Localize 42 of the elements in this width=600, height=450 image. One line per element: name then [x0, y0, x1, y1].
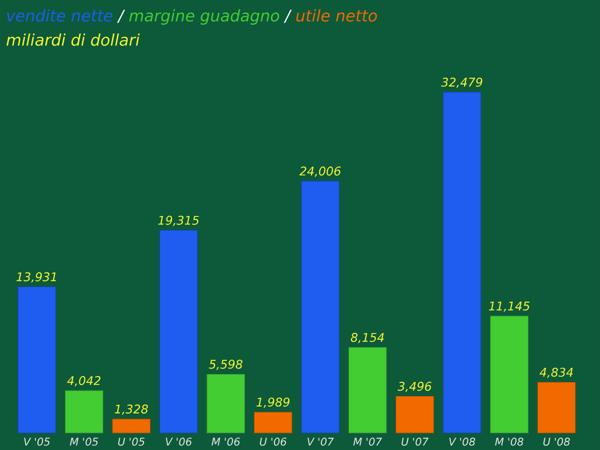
x-tick-label: U '06: [260, 438, 286, 446]
x-tick-label: M '07: [353, 438, 382, 446]
bar: [112, 418, 151, 434]
chart-subtitle: miliardi di dollari: [6, 33, 140, 46]
x-tick-label: U '07: [402, 438, 429, 446]
text: margine guadagno: [129, 9, 280, 25]
x-tick-label: M '08: [495, 438, 524, 446]
data-label: 1,989: [256, 398, 290, 408]
data-label: 24,006: [299, 166, 341, 177]
text: /: [284, 10, 292, 23]
text: vendite nette: [7, 9, 112, 22]
data-label: 32,479: [441, 78, 482, 88]
x-tick-label: V '06: [166, 438, 192, 446]
x-tick-label: M '06: [212, 438, 240, 446]
x-tick-label: V '08: [449, 438, 476, 446]
data-label: 8,154: [350, 332, 384, 344]
bar: [254, 412, 292, 434]
x-tick-label: U '05: [118, 438, 145, 446]
text: utile netto: [296, 9, 377, 22]
data-label: 3,496: [398, 382, 432, 392]
bar: [490, 316, 528, 434]
x-tick-label: U '08: [543, 438, 570, 446]
data-label: 19,315: [158, 216, 199, 226]
bar: [206, 374, 245, 434]
bar: [159, 230, 198, 434]
bar: [396, 396, 434, 434]
bar: [537, 382, 576, 434]
data-label: 11,145: [488, 302, 530, 312]
bar: [301, 180, 340, 434]
x-tick-label: V '07: [308, 438, 334, 446]
bar: [64, 390, 104, 434]
data-label: 4,042: [67, 376, 100, 386]
data-label: 5,598: [208, 360, 242, 370]
data-label: 4,834: [540, 368, 573, 378]
bar: [442, 92, 482, 434]
text: /: [117, 10, 126, 23]
bar: [18, 286, 56, 434]
x-tick-label: V '05: [24, 438, 50, 446]
data-label: 13,931: [16, 272, 56, 282]
data-label: 1,328: [114, 404, 148, 415]
bar: [348, 347, 387, 434]
x-tick-label: M '05: [70, 438, 98, 446]
